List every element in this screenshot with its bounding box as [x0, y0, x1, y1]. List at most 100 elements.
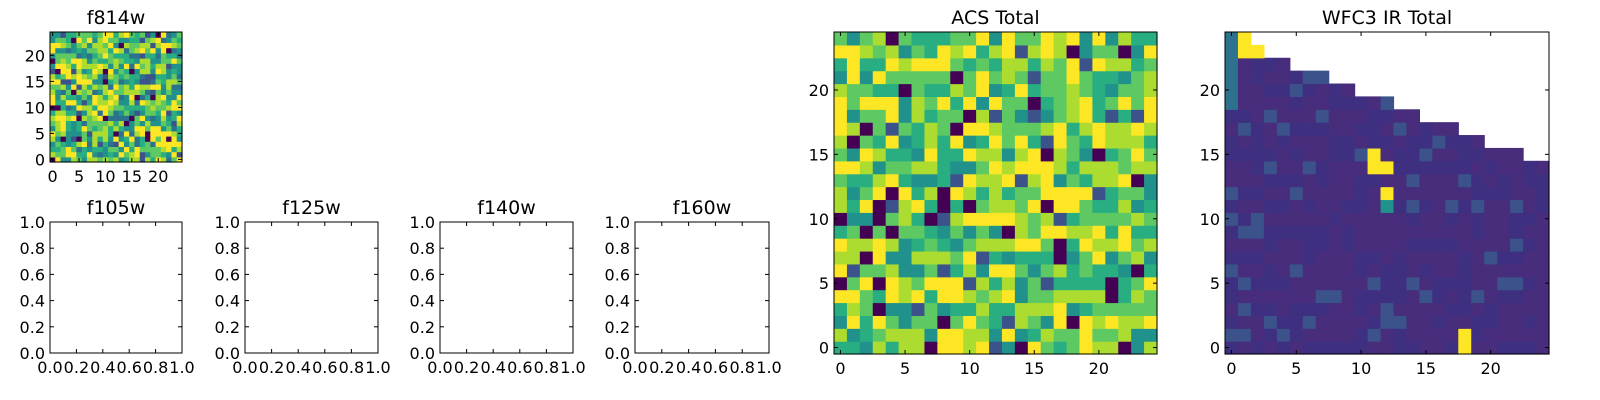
heatmap-cell	[1092, 147, 1106, 162]
heatmap-cell	[976, 238, 990, 252]
heatmap-cell	[1523, 199, 1537, 213]
heatmap-cell	[1263, 263, 1278, 278]
heatmap-cell	[145, 136, 151, 142]
heatmap-cell	[1053, 328, 1068, 342]
heatmap-cell	[60, 115, 67, 121]
heatmap-cell	[1328, 96, 1343, 110]
heatmap-cell	[1053, 160, 1068, 175]
heatmap-cell	[55, 47, 62, 54]
heatmap-cell	[86, 89, 93, 95]
heatmap-cell	[113, 115, 120, 121]
heatmap-cell	[1328, 160, 1343, 175]
heatmap-cell	[885, 186, 900, 201]
heatmap-cell	[1289, 328, 1304, 342]
heatmap-cell	[1250, 96, 1265, 110]
heatmap-cell	[129, 68, 136, 75]
heatmap-cell	[911, 57, 926, 72]
heatmap-cell	[50, 94, 56, 101]
heatmap-cell	[1144, 109, 1158, 123]
heatmap-cell	[937, 225, 951, 239]
heatmap-cell	[872, 289, 887, 304]
heatmap-cell	[898, 263, 913, 278]
heatmap-cell	[1354, 225, 1369, 239]
heatmap-cell	[1053, 302, 1068, 316]
heatmap-cell	[1289, 96, 1304, 110]
heatmap-cell	[139, 58, 146, 64]
heatmap-cell	[1419, 173, 1433, 188]
heatmap-cell	[71, 68, 77, 75]
x-tick-label: 0	[1226, 359, 1236, 378]
heatmap-cell	[1419, 302, 1433, 316]
heatmap-cell	[1079, 44, 1093, 59]
heatmap-cell	[1367, 302, 1382, 316]
heatmap-cell	[1315, 199, 1330, 213]
heatmap-cell	[963, 315, 977, 329]
heatmap-cell	[123, 47, 130, 54]
heatmap-cell	[937, 96, 951, 110]
heatmap-cell	[1380, 186, 1395, 201]
heatmap-cell	[963, 225, 977, 239]
heatmap-cell	[55, 63, 62, 69]
y-tick-label: 0.2	[20, 318, 45, 337]
heatmap-cell	[129, 151, 136, 158]
heatmap-cell	[1484, 212, 1498, 226]
heatmap-cell	[86, 32, 93, 38]
heatmap-cell	[97, 146, 104, 153]
heatmap-cell	[1027, 238, 1042, 252]
heatmap-cell	[1144, 122, 1158, 136]
heatmap-cell	[55, 84, 62, 90]
heatmap-cell	[911, 173, 926, 188]
heatmap-cell	[924, 238, 938, 252]
heatmap-cell	[102, 99, 109, 106]
heatmap-cell	[1027, 135, 1042, 149]
heatmap-cell	[1328, 83, 1343, 97]
heatmap-cells	[834, 32, 1158, 355]
heatmap-cell	[155, 73, 162, 80]
heatmap-cell	[846, 70, 861, 85]
heatmap-cell	[86, 120, 93, 127]
heatmap-cells	[1225, 32, 1550, 355]
heatmap-cell	[1237, 57, 1252, 72]
heatmap-cell	[1053, 263, 1068, 278]
heatmap-cell	[1341, 341, 1356, 355]
heatmap-cell	[171, 89, 178, 95]
heatmap-cell	[989, 44, 1003, 59]
heatmap-cell	[1131, 263, 1145, 278]
heatmap-cell	[1118, 122, 1132, 136]
heatmap-cell	[1014, 276, 1029, 291]
heatmap-cell	[1302, 122, 1317, 136]
heatmap-cell	[1001, 289, 1016, 304]
heatmap-cell	[145, 94, 151, 101]
x-tick-label: 0.0	[37, 358, 62, 377]
heatmap-cell	[123, 52, 130, 59]
heatmap-cell	[937, 289, 951, 304]
heatmap-cell	[1328, 315, 1343, 329]
heatmap-cell	[989, 32, 1003, 46]
heatmap-cell	[71, 42, 77, 49]
heatmap-cell	[1523, 328, 1537, 342]
heatmap-cell	[963, 341, 977, 355]
heatmap-cell	[50, 73, 56, 80]
heatmap-cell	[81, 94, 88, 101]
heatmap-cell	[81, 84, 88, 90]
heatmap-cell	[108, 52, 114, 59]
heatmap-cell	[1484, 160, 1498, 175]
heatmap-cell	[859, 32, 874, 46]
heatmap-cell	[1276, 341, 1291, 355]
heatmap-cell	[102, 120, 109, 127]
heatmap-cell	[139, 47, 146, 54]
heatmap-cell	[1380, 276, 1395, 291]
heatmap-cell	[171, 141, 178, 147]
heatmap-cell	[1066, 96, 1081, 110]
heatmap-cell	[134, 37, 141, 43]
heatmap-cell	[976, 199, 990, 213]
heatmap-cell	[1315, 147, 1330, 162]
heatmap-cell	[989, 276, 1003, 291]
heatmap-cell	[924, 199, 938, 213]
heatmap-cell	[885, 70, 900, 85]
heatmap-cell	[134, 73, 141, 80]
heatmap-cell	[1014, 289, 1029, 304]
heatmap-cell	[123, 125, 130, 132]
heatmap-cell	[1315, 96, 1330, 110]
x-tick-label: 0.2	[649, 358, 674, 377]
